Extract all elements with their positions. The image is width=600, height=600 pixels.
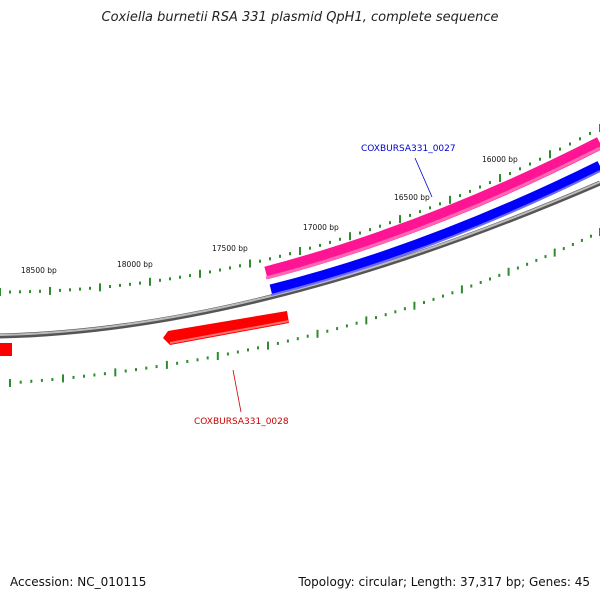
tick-label-18000: 18000 bp [117,260,153,269]
tick-label-17000: 17000 bp [303,223,339,232]
tick-label-17500: 17500 bp [212,244,248,253]
gene-label-0028[interactable]: COXBURSA331_0028 [194,417,289,427]
reverse-gene-0028[interactable] [163,311,289,345]
forward-gene-0027[interactable] [264,137,600,280]
gene-label-0027[interactable]: COXBURSA331_0027 [361,144,456,154]
accession-text: Accession: NC_010115 [10,575,147,589]
reverse-gene-0028-shade [169,320,290,344]
tick-label-16500: 16500 bp [394,193,430,202]
gene-label-leader-0027 [414,157,433,198]
forward-cds-0027-shade [270,170,600,296]
tick-label-16000: 16000 bp [482,155,518,164]
outer-tick-ring [0,124,600,296]
backbone-arc-highlight [0,181,600,336]
inner-tick-ring [9,228,600,387]
forward-gene-0027-shade [265,146,600,280]
tick-label-18500: 18500 bp [21,266,57,275]
summary-text: Topology: circular; Length: 37,317 bp; G… [298,575,590,589]
gene-label-leader-0028 [232,369,242,413]
reverse-gene-fragment[interactable] [0,343,12,356]
map-title: Coxiella burnetii RSA 331 plasmid QpH1, … [101,10,499,25]
forward-cds-0027[interactable] [269,161,600,296]
